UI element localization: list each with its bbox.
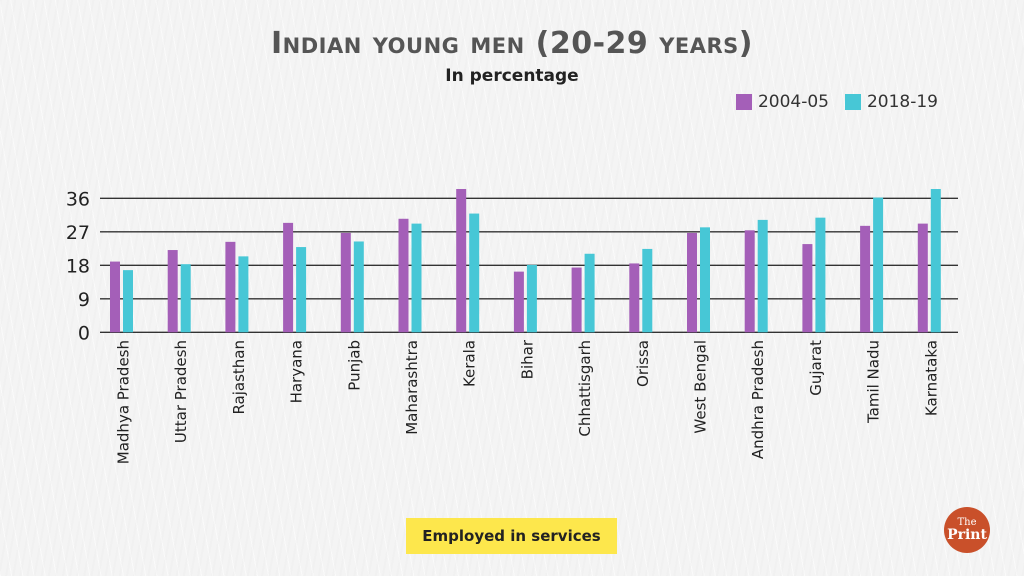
bar-2018-19-orissa — [642, 248, 653, 333]
x-tick-label: Punjab — [345, 340, 363, 391]
bar-2004-05-bihar — [513, 271, 524, 333]
y-tick-label: 36 — [66, 188, 90, 210]
chart-title: Indian young men (20-29 years) — [270, 26, 754, 61]
bar-2004-05-orissa — [629, 263, 640, 333]
legend-item-2004-05: 2004-05 — [735, 92, 829, 112]
bar-2004-05-andhra-pradesh — [744, 230, 755, 333]
x-tick-label: Uttar Pradesh — [172, 340, 190, 443]
bar-2004-05-uttar-pradesh — [167, 250, 178, 333]
bar-2004-05-gujarat — [802, 244, 813, 333]
bar-2018-19-tamil-nadu — [873, 197, 884, 333]
y-tick-label: 18 — [66, 255, 90, 277]
x-tick-label: Maharashtra — [403, 340, 421, 435]
bar-2004-05-karnataka — [917, 223, 928, 333]
bar-2018-19-madhya-pradesh — [123, 270, 133, 333]
x-tick-label: Haryana — [288, 340, 306, 403]
category-badge: Employed in services — [406, 518, 617, 554]
legend: 2004-05 2018-19 — [735, 92, 938, 112]
x-tick-label: Orissa — [634, 340, 652, 387]
x-tick-label: Kerala — [461, 340, 479, 387]
legend-label-2018-19: 2018-19 — [866, 92, 938, 112]
bar-2018-19-karnataka — [930, 188, 941, 333]
x-tick-label: Karnataka — [922, 340, 940, 416]
y-tick-label: 0 — [78, 322, 90, 344]
bar-2004-05-tamil-nadu — [860, 225, 871, 333]
bar-2018-19-chhattisgarh — [584, 253, 595, 333]
bar-2018-19-haryana — [296, 247, 307, 333]
chart-subtitle: In percentage — [445, 66, 579, 86]
x-tick-label: Gujarat — [807, 340, 825, 396]
bar-2004-05-chhattisgarh — [571, 267, 582, 333]
bar-2004-05-west-bengal — [687, 232, 697, 333]
x-tick-label: Rajasthan — [230, 340, 248, 415]
theprint-logo: The Print — [944, 507, 990, 553]
logo-line1: The — [957, 517, 977, 528]
bar-2004-05-rajasthan — [225, 241, 236, 333]
bar-2018-19-gujarat — [815, 217, 826, 333]
bar-2018-19-west-bengal — [700, 227, 710, 333]
bar-2018-19-maharashtra — [411, 223, 422, 333]
legend-swatch-2018-19 — [844, 94, 861, 110]
x-tick-label: Tamil Nadu — [865, 340, 883, 424]
bar-2018-19-bihar — [526, 264, 537, 333]
bar-2018-19-andhra-pradesh — [757, 219, 768, 333]
bar-2018-19-punjab — [353, 241, 364, 333]
y-tick-label: 27 — [66, 222, 90, 244]
legend-item-2018-19: 2018-19 — [844, 92, 938, 112]
logo-line2: Print — [947, 527, 987, 543]
legend-label-2004-05: 2004-05 — [757, 92, 829, 112]
bar-2018-19-rajasthan — [238, 256, 249, 333]
x-tick-label: Andhra Pradesh — [749, 340, 767, 459]
x-tick-label: Chhattisgarh — [576, 340, 594, 437]
bar-2004-05-madhya-pradesh — [110, 261, 120, 333]
legend-swatch-2004-05 — [735, 94, 752, 110]
x-tick-label: West Bengal — [692, 340, 710, 434]
bar-2018-19-kerala — [469, 213, 480, 333]
bar-2004-05-haryana — [283, 222, 294, 333]
bar-2004-05-kerala — [456, 188, 467, 333]
bar-2004-05-maharashtra — [398, 218, 409, 333]
x-tick-label: Bihar — [518, 339, 536, 379]
y-tick-label: 9 — [78, 289, 90, 311]
x-tick-label: Madhya Pradesh — [115, 340, 133, 464]
bar-2004-05-punjab — [340, 232, 351, 333]
bar-2018-19-uttar-pradesh — [180, 264, 191, 333]
